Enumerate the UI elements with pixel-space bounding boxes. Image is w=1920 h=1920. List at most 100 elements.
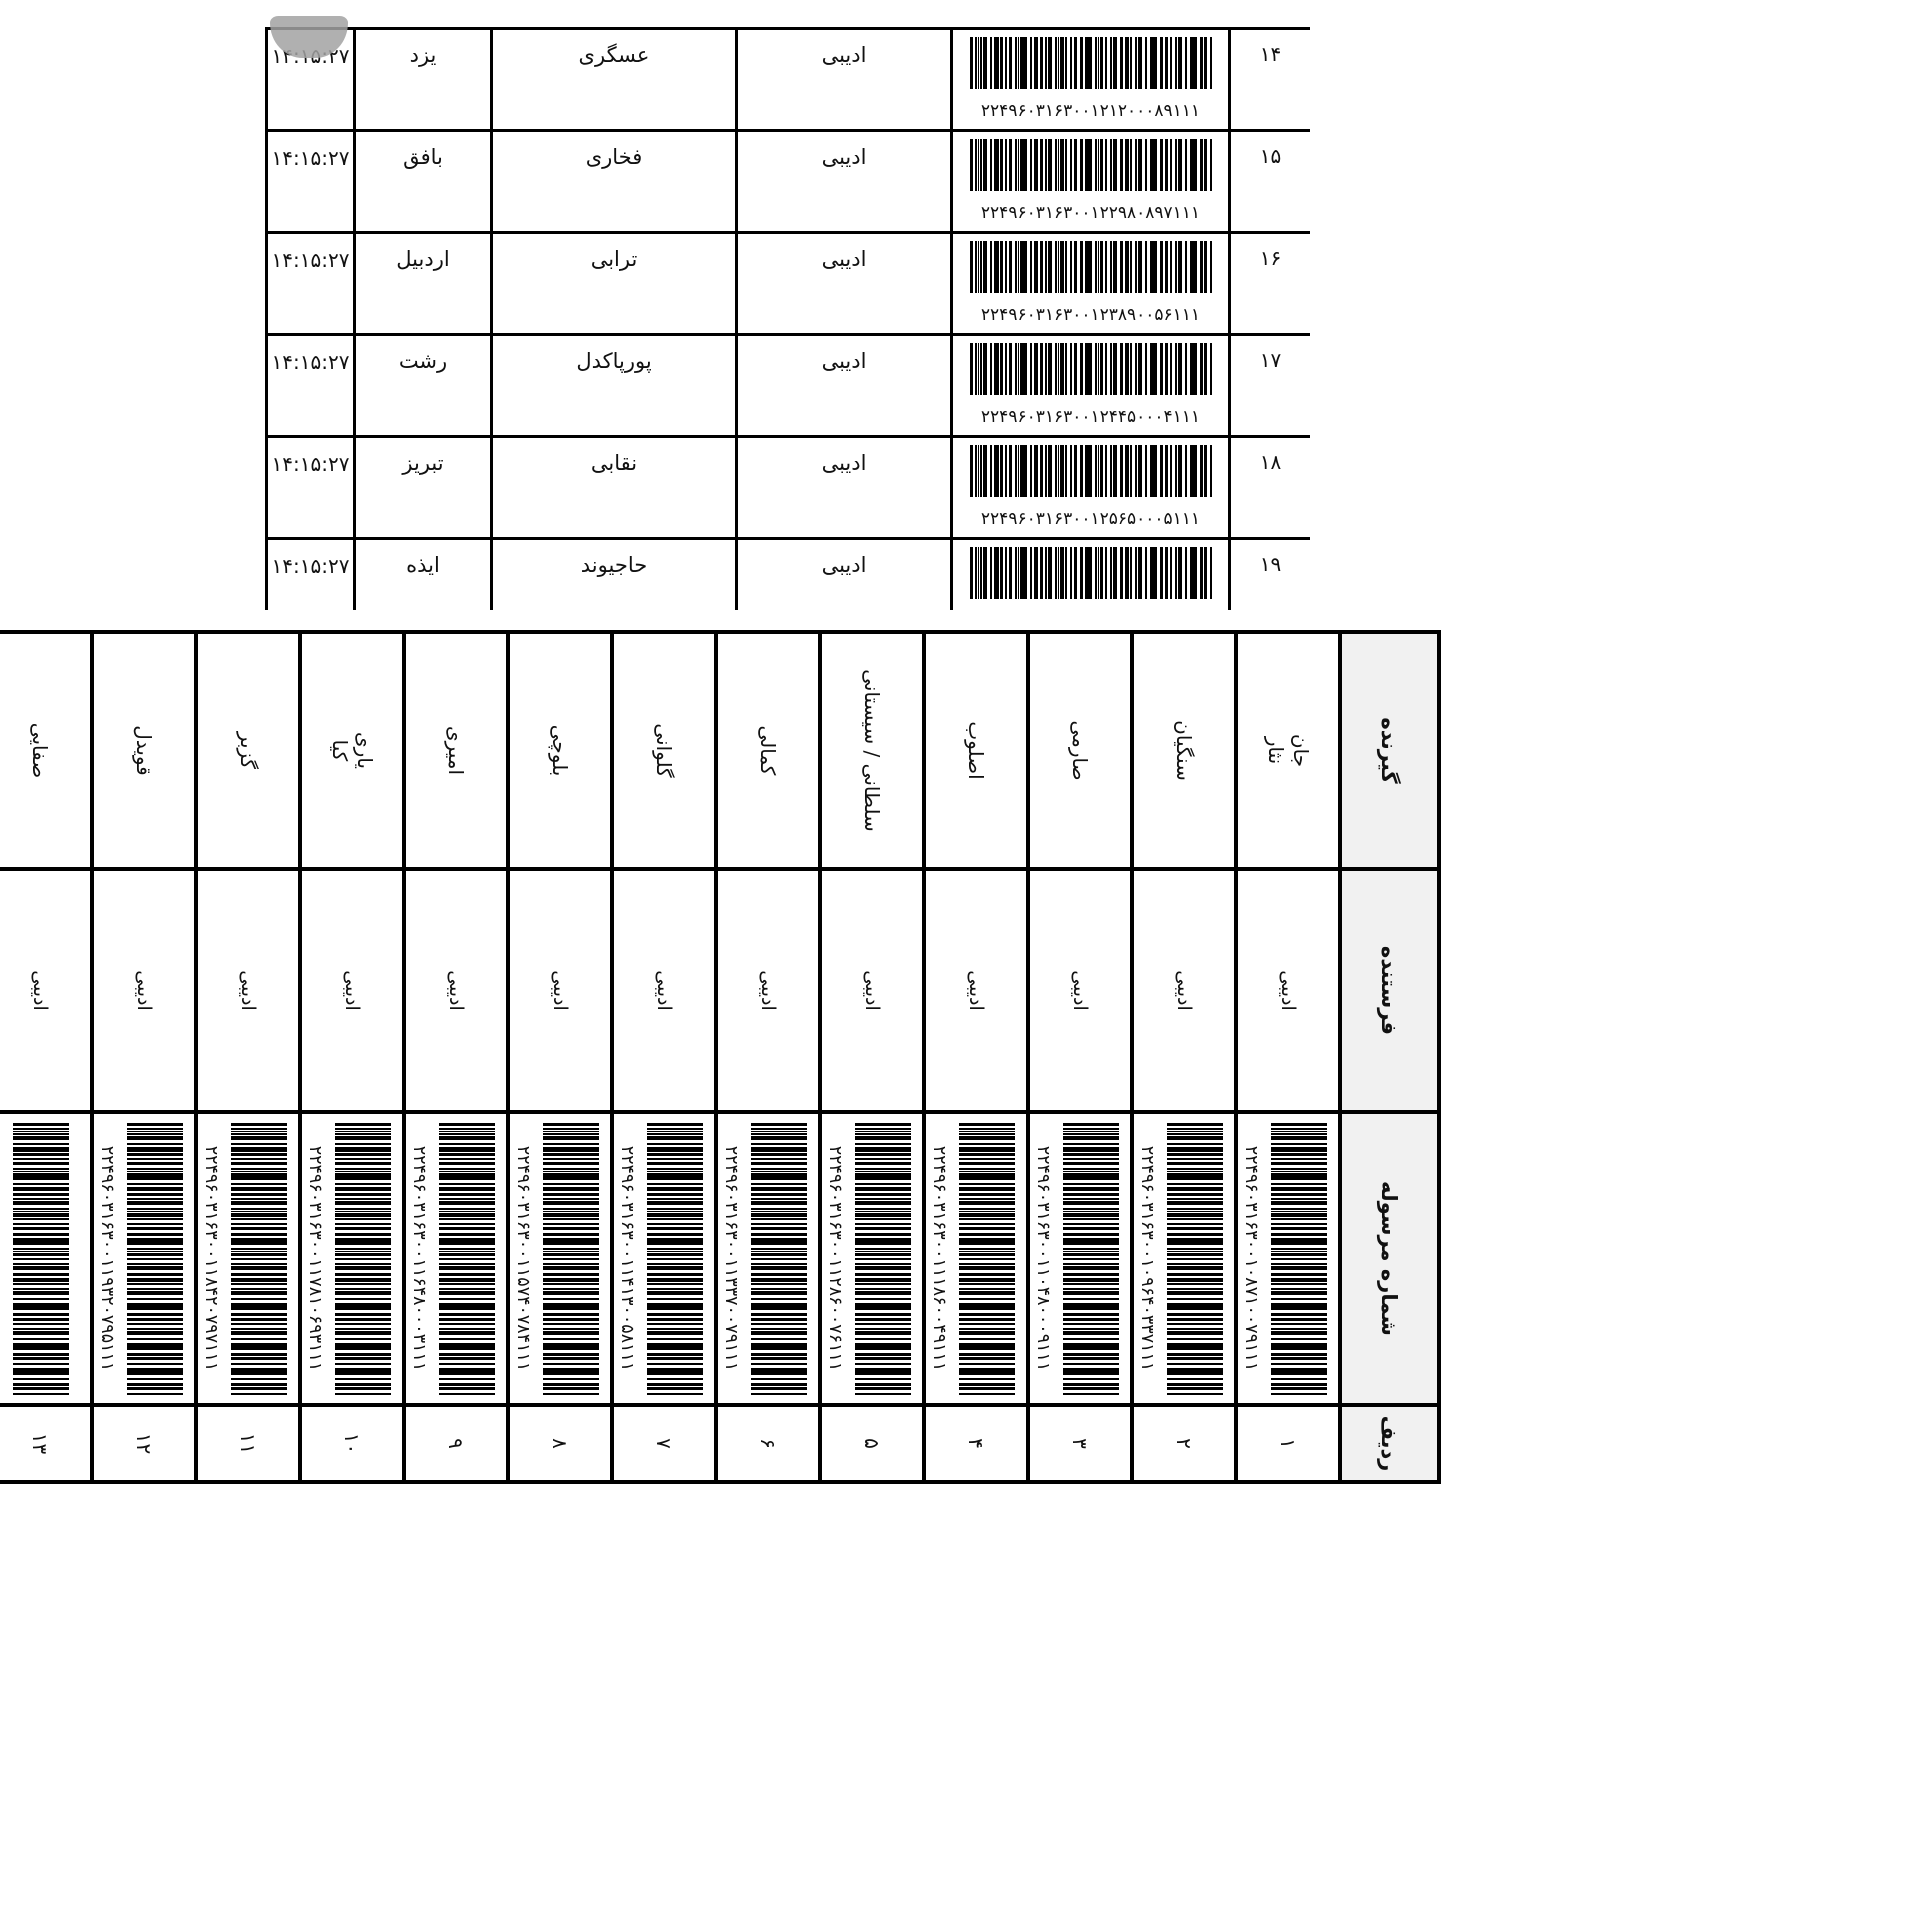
row-number-cell: ۲ — [1132, 1405, 1236, 1482]
time-cell: ۱۴:۱۵:۲۷ — [265, 435, 356, 540]
shipment-number: ۲۲۴۹۶۰۳۱۶۳۰۰۱۲۱۲۰۰۰۸۹۱۱۱ — [980, 101, 1201, 121]
row-number: ۳ — [1068, 1438, 1092, 1449]
row-number-cell: ۱۰ — [300, 1405, 404, 1482]
receiver-cell: صفایی — [0, 632, 92, 869]
row-number-cell: ۱۳ — [0, 1405, 92, 1482]
row-number-cell: ۴ — [924, 1405, 1028, 1482]
sender-name: ادیبی — [445, 970, 467, 1011]
receiver-cell: پورپاکدل — [490, 333, 738, 438]
receiver-name: گزبر — [236, 731, 261, 770]
sender-cell: ادیبی — [404, 869, 508, 1112]
barcode-image — [1167, 1122, 1223, 1395]
receiver-cell: حاجیوند — [490, 537, 738, 610]
destination-cell: بافق — [353, 129, 493, 234]
row-number-cell: ۶ — [716, 1405, 820, 1482]
barcode-cell: ۲۲۴۹۶۰۳۱۶۳۰۰۱۱۶۴۸۰۰۰۳۱۱۱ — [404, 1112, 508, 1405]
barcode-cell — [950, 537, 1231, 610]
table-row: ۸ ۲۲۴۹۶۰۳۱۶۳۰۰۱۱۵۷۴۰۷۸۴۱۱۱ ادیبی بلوچی — [508, 632, 612, 1482]
sender-cell: ادیبی — [300, 869, 404, 1112]
table-row: ۱۸ ۲۲۴۹۶۰۳۱۶۳۰۰۱۲۵۶۵۰۰۰۵۱۱۱ ادیبی نقابی … — [265, 435, 1310, 540]
barcode-image — [647, 1122, 703, 1395]
row-number-cell: ۷ — [612, 1405, 716, 1482]
barcode-image — [1063, 1122, 1119, 1395]
barcode-cell: ۲۲۴۹۶۰۳۱۶۳۰۰۱۱۰۴۸۰۰۰۹۱۱۱ — [1028, 1112, 1132, 1405]
barcode-image — [969, 547, 1212, 599]
col-header-sender: فرستنده — [1340, 869, 1439, 1112]
receiver-name: یاری کیا — [328, 732, 377, 769]
receiver-cell: سلطانی / سیستانی — [820, 632, 924, 869]
row-number-cell: ۱ — [1236, 1405, 1340, 1482]
barcode-image — [543, 1122, 599, 1395]
destination-cell: ایذه — [353, 537, 493, 610]
table-row: ۹ ۲۲۴۹۶۰۳۱۶۳۰۰۱۱۶۴۸۰۰۰۳۱۱۱ ادیبی امیری — [404, 632, 508, 1482]
receiver-cell: سنگیان — [1132, 632, 1236, 869]
table-row: ۵ ۲۲۴۹۶۰۳۱۶۳۰۰۱۱۲۸۶۰۰۷۶۱۱۱ ادیبی سلطانی … — [820, 632, 924, 1482]
row-number: ۱۳ — [28, 1432, 52, 1455]
row-number: ۲ — [1172, 1438, 1196, 1449]
sender-cell: ادیبی — [820, 869, 924, 1112]
sender-name: ادیبی — [341, 970, 363, 1011]
row-number: ۱ — [1276, 1438, 1300, 1449]
table-row: ۱۳ ادیبی صفایی — [0, 632, 92, 1482]
receiver-cell: گلوانی — [612, 632, 716, 869]
sender-cell: ادیبی — [716, 869, 820, 1112]
row-number: ۱۱ — [236, 1432, 260, 1455]
receiver-name: فخاری — [585, 145, 643, 169]
receiver-cell: فخاری — [490, 129, 738, 234]
header-row: ردیف شماره مرسوله فرستنده گیرنده — [1340, 632, 1439, 1482]
barcode-image — [969, 37, 1212, 89]
barcode-cell: ۲۲۴۹۶۰۳۱۶۳۰۰۱۱۹۳۲۰۷۹۵۱۱۱ — [92, 1112, 196, 1405]
time-value: ۱۴:۱۵:۲۷ — [271, 452, 350, 476]
row-number: ۵ — [860, 1438, 884, 1449]
sender-name: ادیبی — [1277, 970, 1299, 1011]
receiver-name: ترابی — [590, 247, 638, 271]
sender-name: ادیبی — [821, 145, 867, 169]
receiver-cell: ترابی — [490, 231, 738, 336]
sender-cell: ادیبی — [92, 869, 196, 1112]
table-row: ۱۰ ۲۲۴۹۶۰۳۱۶۳۰۰۱۱۷۸۱۰۶۹۳۱۱۱ ادیبی یاری ک… — [300, 632, 404, 1482]
sender-name: ادیبی — [821, 553, 867, 577]
shipment-number: ۲۲۴۹۶۰۳۱۶۳۰۰۱۱۲۸۶۰۰۷۶۱۱۱ — [825, 1145, 845, 1372]
receiver-name: عسگری — [578, 43, 650, 67]
barcode-cell: ۲۲۴۹۶۰۳۱۶۳۰۰۱۲۳۸۹۰۰۵۶۱۱۱ — [950, 231, 1231, 336]
row-number-cell: ۱۲ — [92, 1405, 196, 1482]
row-number: ۱۷ — [1259, 348, 1282, 372]
row-number-cell: ۳ — [1028, 1405, 1132, 1482]
row-number: ۱۶ — [1259, 246, 1282, 270]
barcode-cell: ۲۲۴۹۶۰۳۱۶۳۰۰۱۲۴۴۵۰۰۰۴۱۱۱ — [950, 333, 1231, 438]
row-number-cell: ۵ — [820, 1405, 924, 1482]
sender-cell: ادیبی — [735, 231, 953, 336]
destination-city: اردبیل — [396, 247, 450, 271]
destination-city: رشت — [398, 349, 448, 373]
sender-name: ادیبی — [965, 970, 987, 1011]
sender-name: ادیبی — [757, 970, 779, 1011]
row-number: ۶ — [756, 1438, 780, 1449]
sender-cell: ادیبی — [735, 129, 953, 234]
table-row: ۳ ۲۲۴۹۶۰۳۱۶۳۰۰۱۱۰۴۸۰۰۰۹۱۱۱ ادیبی صارمی — [1028, 632, 1132, 1482]
barcode-image — [1271, 1122, 1327, 1395]
row-number-cell: ۸ — [508, 1405, 612, 1482]
sender-name: ادیبی — [821, 349, 867, 373]
receiver-cell: یاری کیا — [300, 632, 404, 869]
receiver-cell: امیری — [404, 632, 508, 869]
sender-cell: ادیبی — [508, 869, 612, 1112]
shipment-number: ۲۲۴۹۶۰۳۱۶۳۰۰۱۱۴۱۳۰۰۵۸۱۱۱ — [617, 1145, 637, 1372]
shipment-number: ۲۲۴۹۶۰۳۱۶۳۰۰۱۱۱۸۶۰۰۴۹۱۱۱ — [929, 1145, 949, 1372]
barcode-cell: ۲۲۴۹۶۰۳۱۶۳۰۰۱۱۲۸۶۰۰۷۶۱۱۱ — [820, 1112, 924, 1405]
receiver-name: امیری — [444, 726, 469, 775]
barcode-cell: ۲۲۴۹۶۰۳۱۶۳۰۰۱۱۷۸۱۰۶۹۳۱۱۱ — [300, 1112, 404, 1405]
sender-name: ادیبی — [821, 247, 867, 271]
destination-city: یزد — [409, 43, 437, 67]
sender-name: ادیبی — [1069, 970, 1091, 1011]
table-row: ۱۶ ۲۲۴۹۶۰۳۱۶۳۰۰۱۲۳۸۹۰۰۵۶۱۱۱ ادیبی ترابی … — [265, 231, 1310, 336]
shipment-number: ۲۲۴۹۶۰۳۱۶۳۰۰۱۱۸۴۲۰۷۹۷۱۱۱ — [201, 1145, 221, 1372]
table-row: ۱۵ ۲۲۴۹۶۰۳۱۶۳۰۰۱۲۲۹۸۰۸۹۷۱۱۱ ادیبی فخاری … — [265, 129, 1310, 234]
barcode-image — [969, 241, 1212, 293]
table-row: ۶ ۲۲۴۹۶۰۳۱۶۳۰۰۱۱۳۳۷۰۰۷۹۱۱۱ ادیبی کمالی — [716, 632, 820, 1482]
receiver-name: بلوچی — [548, 724, 573, 777]
receiver-name: اصلوب — [964, 721, 989, 780]
table-row: ۱۹ ادیبی حاجیوند ایذه ۱۴:۱۵:۲۷ — [265, 537, 1310, 610]
barcode-image — [13, 1122, 69, 1395]
receiver-cell: بلوچی — [508, 632, 612, 869]
sender-cell: ادیبی — [735, 333, 953, 438]
